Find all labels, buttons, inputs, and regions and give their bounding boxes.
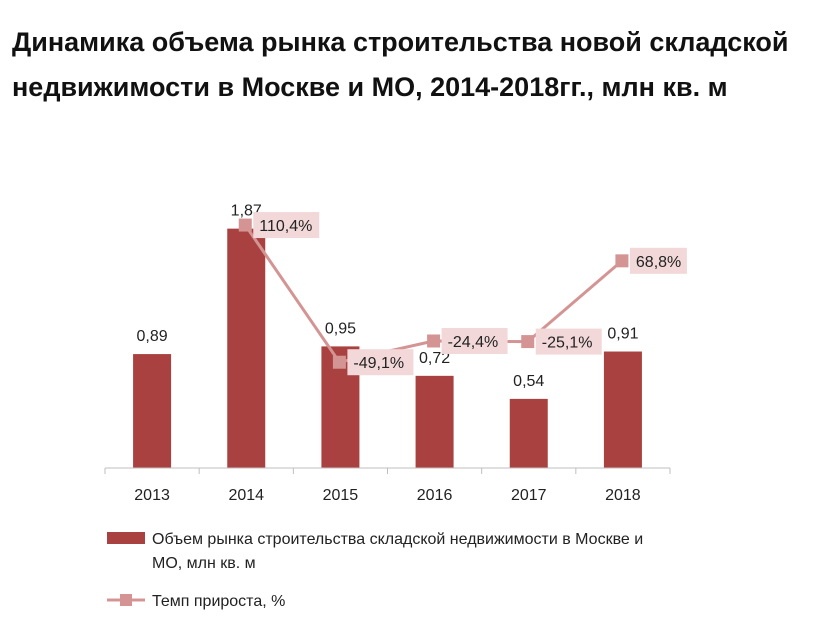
growth-label-2018: 68,8% — [636, 254, 681, 271]
bar-value-label-2016: 0,72 — [419, 350, 450, 367]
bar-value-label-2018: 0,91 — [607, 326, 638, 343]
bar-value-label-2017: 0,54 — [513, 373, 544, 390]
bar-2013 — [133, 354, 172, 468]
growth-marker-2018 — [615, 254, 629, 268]
growth-label-box-2018 — [629, 247, 687, 274]
x-tick-label-2017: 2017 — [511, 487, 547, 504]
growth-label-box-2017 — [535, 328, 602, 355]
growth-marker-2014 — [238, 218, 252, 232]
x-tick-label-2016: 2016 — [417, 487, 453, 504]
legend-bar-text: МО, млн кв. м — [152, 555, 256, 572]
growth-label-box-2016 — [441, 327, 508, 354]
growth-marker-2017 — [521, 335, 535, 349]
growth-label-box-2015 — [347, 349, 414, 376]
bar-2016 — [415, 375, 454, 468]
x-axis: 2013 2014 2015 2016 2017 2018 — [104, 467, 671, 504]
bar-2018 — [603, 351, 642, 468]
growth-marker-2016 — [427, 334, 441, 348]
x-tick-label-2018: 2018 — [605, 487, 641, 504]
legend: Объем рынка строительства складской недв… — [107, 531, 643, 610]
legend-line-text: Темп прироста, % — [152, 593, 285, 610]
legend-line-marker — [120, 594, 132, 606]
growth-label-2017: -25,1% — [542, 335, 593, 352]
bar-value-label-2013: 0,89 — [137, 328, 168, 345]
x-tick-label-2013: 2013 — [134, 487, 170, 504]
growth-label-2016: -24,4% — [448, 334, 499, 351]
growth-label-2015: -49,1% — [353, 355, 404, 372]
bar-2017 — [509, 398, 548, 468]
bar-value-label-2015: 0,95 — [325, 320, 356, 337]
x-tick-label-2014: 2014 — [228, 487, 264, 504]
chart-title: Динамика объема рынка строительства ново… — [12, 27, 789, 102]
growth-marker-2015 — [332, 355, 346, 369]
legend-bar-swatch — [107, 532, 145, 544]
growth-line-layer: 110,4% -49,1% -24,4% -25,1% 68,8% — [238, 212, 687, 376]
growth-label-box-2014 — [253, 212, 320, 239]
x-tick-label-2015: 2015 — [323, 487, 359, 504]
growth-label-2014: 110,4% — [259, 218, 312, 235]
legend-bar-text: Объем рынка строительства складской недв… — [152, 531, 643, 548]
bar-2014 — [227, 228, 266, 468]
